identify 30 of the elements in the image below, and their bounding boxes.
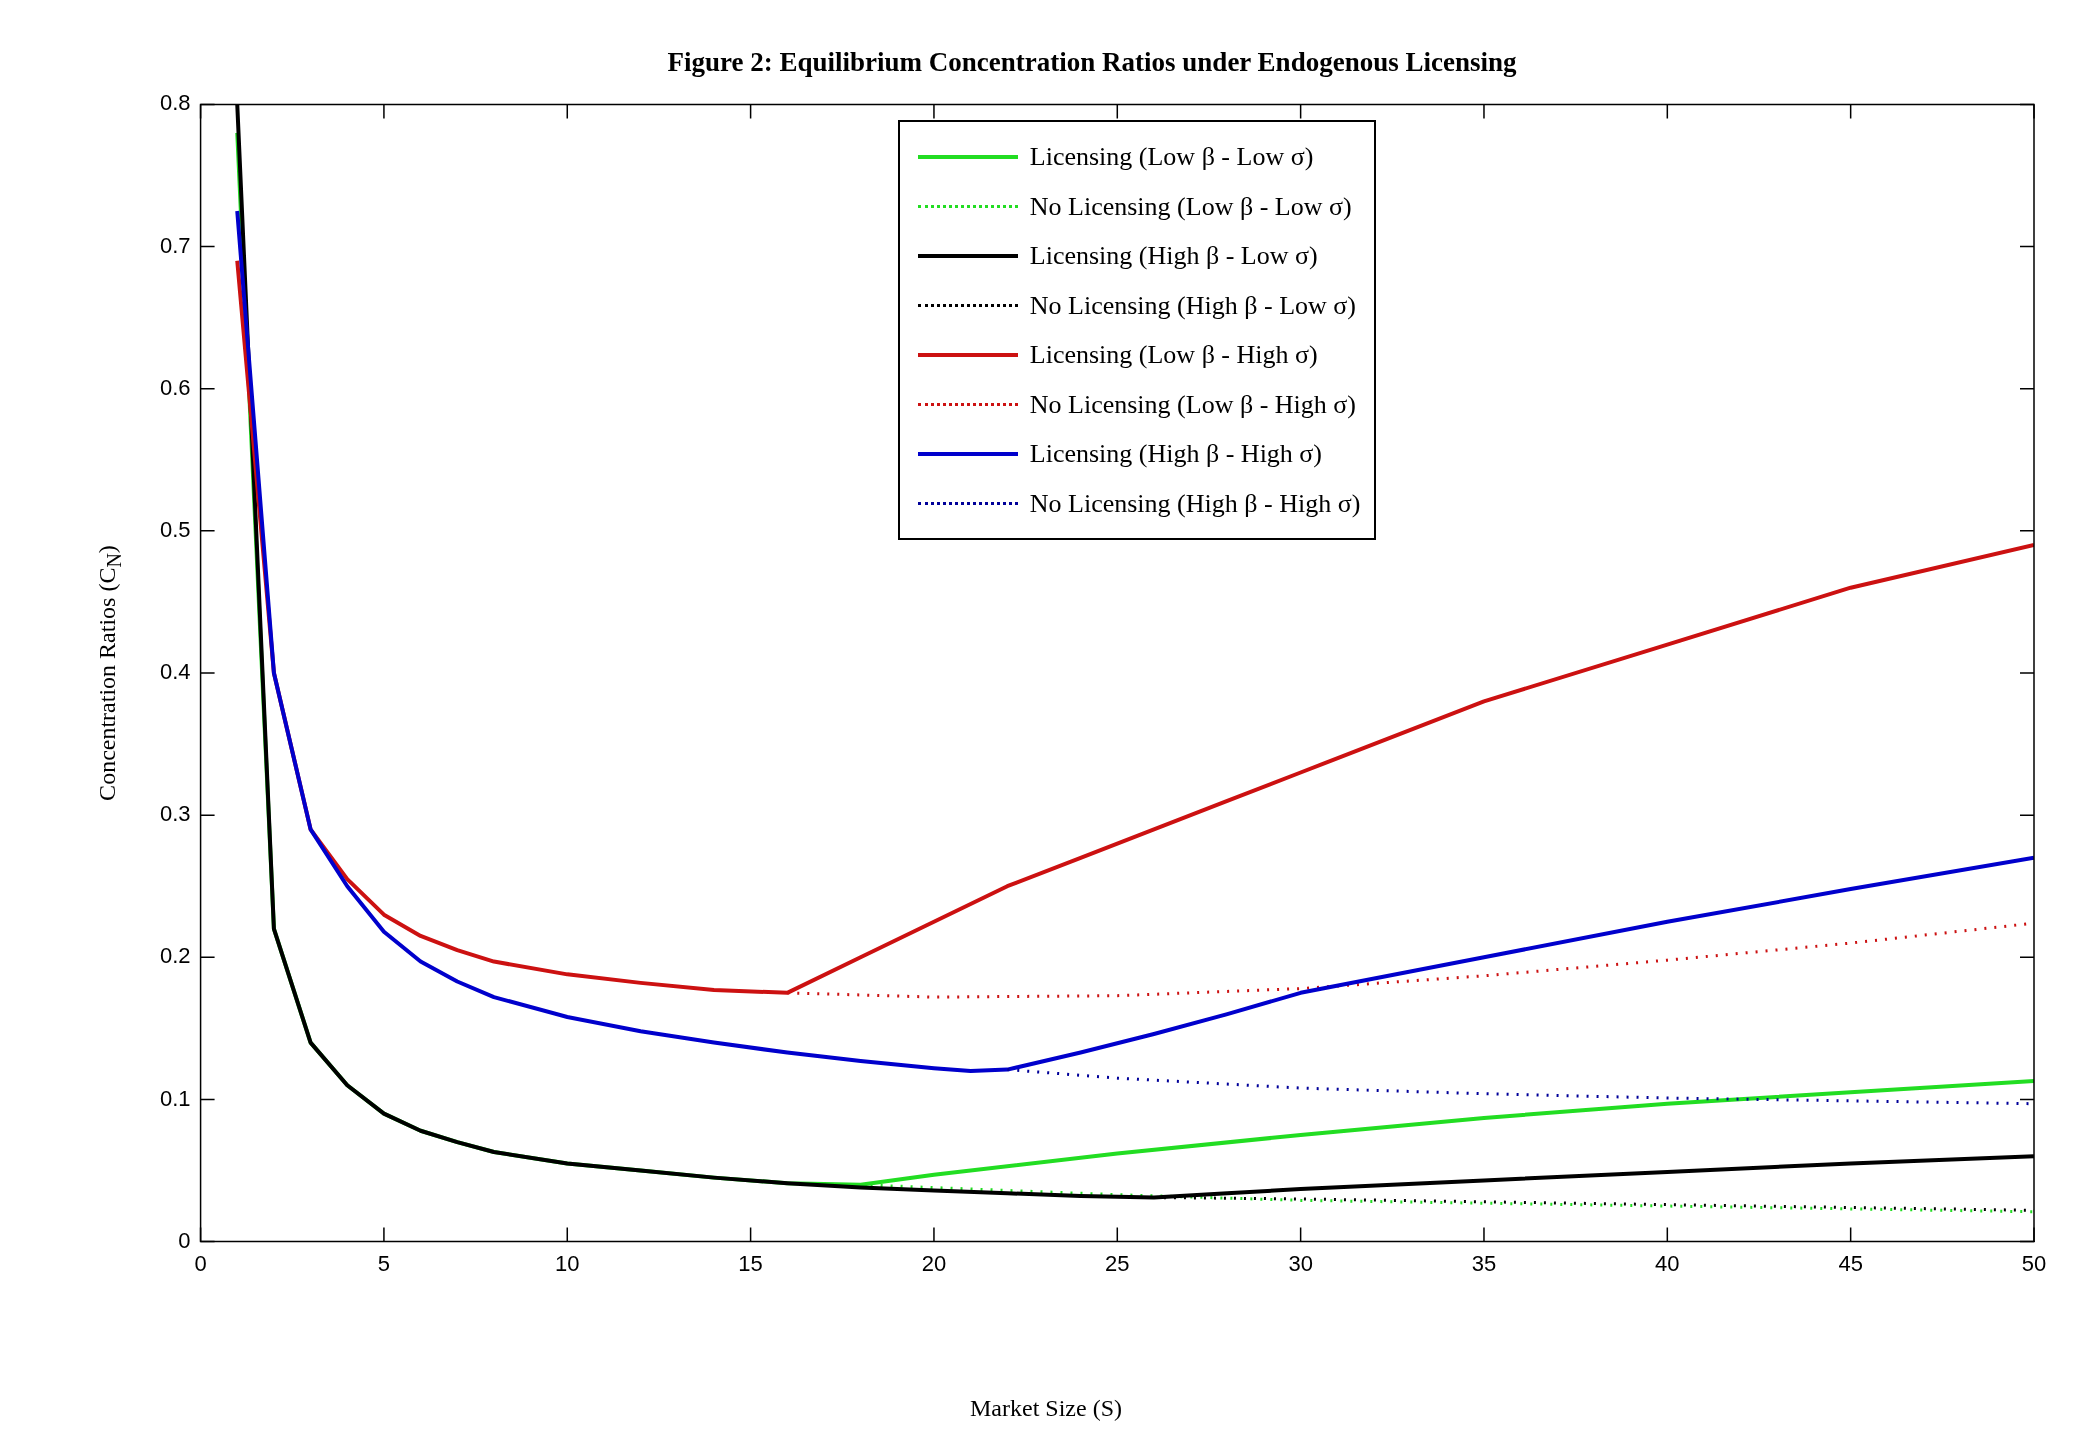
y-tick-label: 0 xyxy=(178,1227,191,1253)
legend-label: Licensing (Low β - High σ) xyxy=(1029,340,1318,371)
x-tick-label: 25 xyxy=(1105,1250,1130,1276)
y-tick-label: 0.4 xyxy=(159,659,191,685)
y-tick-label: 0.3 xyxy=(159,801,191,827)
legend-label: Licensing (Low β - Low σ) xyxy=(1029,142,1314,173)
legend-label: No Licensing (Low β - High σ) xyxy=(1029,389,1356,420)
y-tick-label: 0.6 xyxy=(159,374,191,400)
x-tick-label: 50 xyxy=(2021,1250,2047,1276)
x-axis-title: Market Size (S) xyxy=(969,1395,1123,1422)
legend-label: No Licensing (Low β - Low σ) xyxy=(1029,191,1352,222)
y-tick-label: 0.5 xyxy=(159,516,191,542)
x-tick-label: 5 xyxy=(377,1250,391,1276)
legend-label: Licensing (High β - High σ) xyxy=(1029,439,1323,470)
x-tick-label: 0 xyxy=(194,1250,207,1276)
x-tick-label: 10 xyxy=(555,1250,580,1276)
x-tick-label: 40 xyxy=(1655,1250,1680,1276)
x-tick-label: 35 xyxy=(1471,1250,1497,1276)
y-tick-label: 0.1 xyxy=(159,1085,191,1111)
x-tick-label: 20 xyxy=(921,1250,947,1276)
y-tick-label: 0.7 xyxy=(159,232,191,258)
x-tick-label: 15 xyxy=(738,1250,763,1276)
legend-label: No Licensing (High β - High σ) xyxy=(1029,488,1361,519)
legend-label: No Licensing (High β - Low σ) xyxy=(1029,290,1356,321)
chart-title: Figure 2: Equilibrium Concentration Ratios under Endogenous Licensing xyxy=(667,47,1517,78)
y-tick-label: 0.2 xyxy=(159,943,191,969)
y-tick-label: 0.8 xyxy=(159,90,191,116)
x-tick-label: 45 xyxy=(1838,1250,1863,1276)
legend-label: Licensing (High β - Low σ) xyxy=(1029,241,1318,272)
x-tick-label: 30 xyxy=(1288,1250,1313,1276)
